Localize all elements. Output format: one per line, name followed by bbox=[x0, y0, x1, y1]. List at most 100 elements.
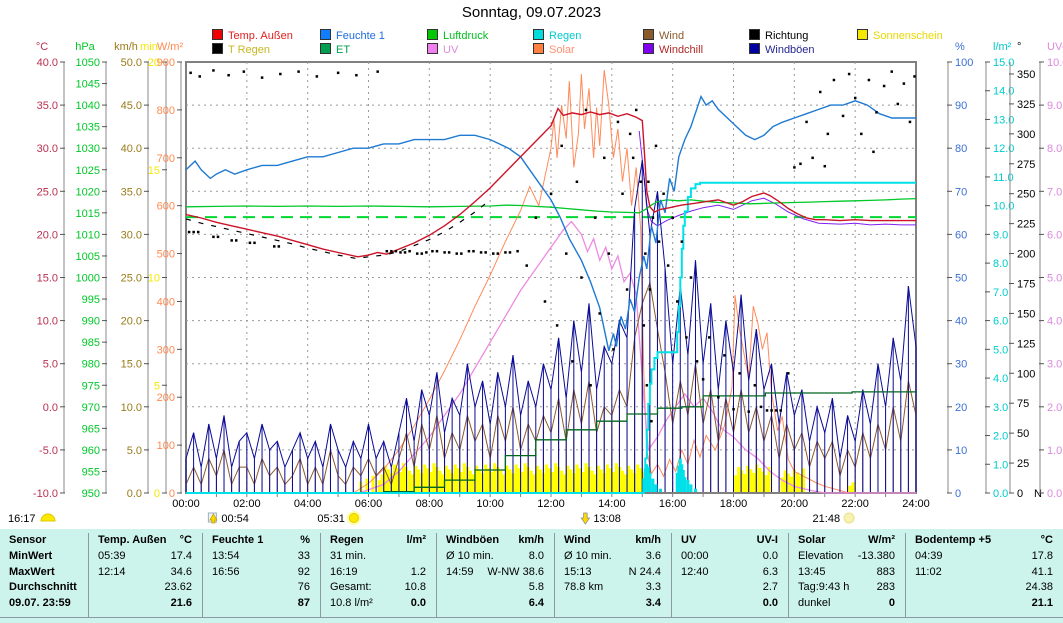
rain-bar bbox=[648, 472, 652, 492]
direction-dot bbox=[787, 372, 790, 375]
axis-tick-label: 13.0 bbox=[993, 114, 1014, 126]
axis-tick-label: 15.0 bbox=[993, 57, 1014, 69]
stat-cell-label: dunkel bbox=[798, 597, 831, 610]
stat-cell: Elevation -13.380 bbox=[791, 549, 903, 565]
axis-left-hPa: hPa 950 955 960 965 970 975 980 985 990 995 1000 100… bbox=[75, 41, 107, 500]
direction-dot bbox=[560, 144, 563, 148]
axis-tick-label: 5.0 bbox=[43, 359, 58, 371]
direction-dot bbox=[717, 396, 720, 399]
sunshine-bar bbox=[801, 468, 806, 492]
axis-tick-label: 950 bbox=[82, 488, 100, 500]
time-tick-label: 00:00 bbox=[172, 498, 200, 510]
direction-dot bbox=[277, 245, 281, 248]
sunshine-bar bbox=[795, 472, 799, 492]
stat-cell-label bbox=[91, 596, 98, 612]
row-label-1: MinWert bbox=[2, 549, 86, 565]
stat-cell-value: 1.2 bbox=[410, 565, 426, 578]
stat-cell: 21.6 bbox=[91, 596, 200, 612]
stat-cell-label: 13:45 bbox=[798, 565, 826, 578]
axis-tick-label: 960 bbox=[82, 445, 100, 457]
stat-cell: 10.8 l/m² 0.0 bbox=[323, 596, 434, 612]
direction-dot bbox=[662, 192, 665, 195]
legend-color-swatch bbox=[320, 29, 331, 40]
axis-tick-label: 1040 bbox=[76, 100, 100, 112]
series-richtung bbox=[187, 69, 916, 423]
stat-cell-value: 41.1 bbox=[1031, 565, 1053, 578]
group-header-label: Wind bbox=[564, 534, 591, 546]
direction-dot bbox=[645, 384, 649, 387]
axis-tick-label: 20 bbox=[148, 57, 160, 69]
legend-item-temp-au-en: Temp. Außen bbox=[212, 29, 293, 42]
axis-tick-label: 955 bbox=[82, 466, 100, 478]
sunshine-bar bbox=[743, 474, 747, 492]
axis-tick-label: 800 bbox=[157, 105, 175, 117]
direction-dot bbox=[187, 230, 191, 234]
sunshine-bar bbox=[755, 464, 759, 492]
stat-cell-value: 0.0 bbox=[410, 597, 426, 610]
sunshine-bar bbox=[737, 466, 741, 492]
axis-tick-label: 325 bbox=[1017, 99, 1035, 111]
axis-tick-label: 20 bbox=[955, 402, 967, 414]
rain-bar bbox=[675, 472, 679, 492]
axis-tick-label: 50.0 bbox=[121, 57, 142, 69]
legend-label: Sonnenschein bbox=[873, 30, 943, 42]
axis-tick-label: 90 bbox=[955, 100, 967, 112]
stat-cell-value: 33 bbox=[297, 549, 310, 562]
direction-dot bbox=[242, 70, 246, 73]
group-header-label: UV bbox=[681, 534, 697, 546]
legend-color-swatch bbox=[857, 29, 868, 40]
axis-tick-label: 5.0 bbox=[993, 344, 1008, 356]
axis-tick-label: 1025 bbox=[76, 165, 100, 177]
stat-cell: 3.4 bbox=[557, 596, 669, 612]
sunshine-bar bbox=[426, 468, 430, 492]
axis-tick-label: 40.0 bbox=[121, 143, 142, 155]
direction-dot bbox=[642, 324, 646, 327]
stat-cell: 21.1 bbox=[908, 596, 1061, 612]
direction-dot bbox=[685, 336, 688, 339]
direction-dot bbox=[841, 114, 845, 118]
axis-tick-label: 35.0 bbox=[37, 100, 58, 112]
stat-cell-label: 05:39 bbox=[98, 549, 126, 562]
legend-label: Windchill bbox=[659, 44, 704, 56]
direction-dot bbox=[753, 384, 757, 387]
direction-dot bbox=[460, 252, 463, 255]
stat-cell: 24.38 bbox=[908, 580, 1061, 596]
legend-label: Solar bbox=[549, 44, 575, 56]
time-tick-label: 02:00 bbox=[233, 498, 261, 510]
legend-label: Richtung bbox=[765, 30, 809, 42]
legend-row-1: Temp. Außen Feuchte 1 Luftdruck Regen Wind Ri… bbox=[0, 29, 1063, 42]
stat-cell: 78.8 km 3.3 bbox=[557, 580, 669, 596]
direction-dot bbox=[260, 76, 264, 79]
time-tick-label: 20:00 bbox=[781, 498, 809, 510]
axis-tick-label: 35.0 bbox=[121, 186, 142, 198]
axis-tick-label: 1045 bbox=[76, 79, 100, 91]
moonrise-arrow-icon bbox=[209, 513, 218, 524]
direction-dot bbox=[657, 240, 661, 243]
direction-dot bbox=[654, 144, 658, 148]
rain-bar bbox=[681, 470, 685, 492]
direction-dot bbox=[666, 264, 670, 267]
sunshine-bar bbox=[746, 465, 750, 492]
sunshine-bar bbox=[575, 464, 579, 492]
stat-cell: 12:40 6.3 bbox=[674, 565, 786, 581]
stat-cell-value: N 24.4 bbox=[628, 565, 661, 578]
direction-dot bbox=[415, 252, 419, 255]
stat-cell-label: 13:54 bbox=[212, 549, 240, 562]
group-header-label: Bodentemp +5 bbox=[915, 534, 992, 546]
stat-cell-value: 2.7 bbox=[762, 581, 778, 594]
sunshine-bar bbox=[423, 464, 427, 492]
group-header-value: km/h bbox=[518, 534, 544, 546]
group-header: Solar W/m² bbox=[791, 533, 903, 549]
axis-tick-label: 990 bbox=[82, 316, 100, 328]
direction-dot bbox=[882, 84, 886, 88]
direction-dot bbox=[212, 69, 215, 72]
stats-grid: Sensor MinWert MaxWert Durchschnitt 09.07. 2… bbox=[0, 529, 1063, 618]
direction-dot bbox=[603, 156, 606, 160]
axis-tick-label: 15.0 bbox=[37, 273, 58, 285]
stat-cell-label: 78.8 km bbox=[564, 581, 604, 594]
row-label-2: MaxWert bbox=[2, 565, 86, 581]
sunshine-bar bbox=[605, 464, 609, 492]
stat-cell-value: 17.4 bbox=[170, 549, 192, 562]
direction-dot bbox=[738, 372, 741, 375]
legend-item-sonnenschein: Sonnenschein bbox=[857, 29, 943, 42]
